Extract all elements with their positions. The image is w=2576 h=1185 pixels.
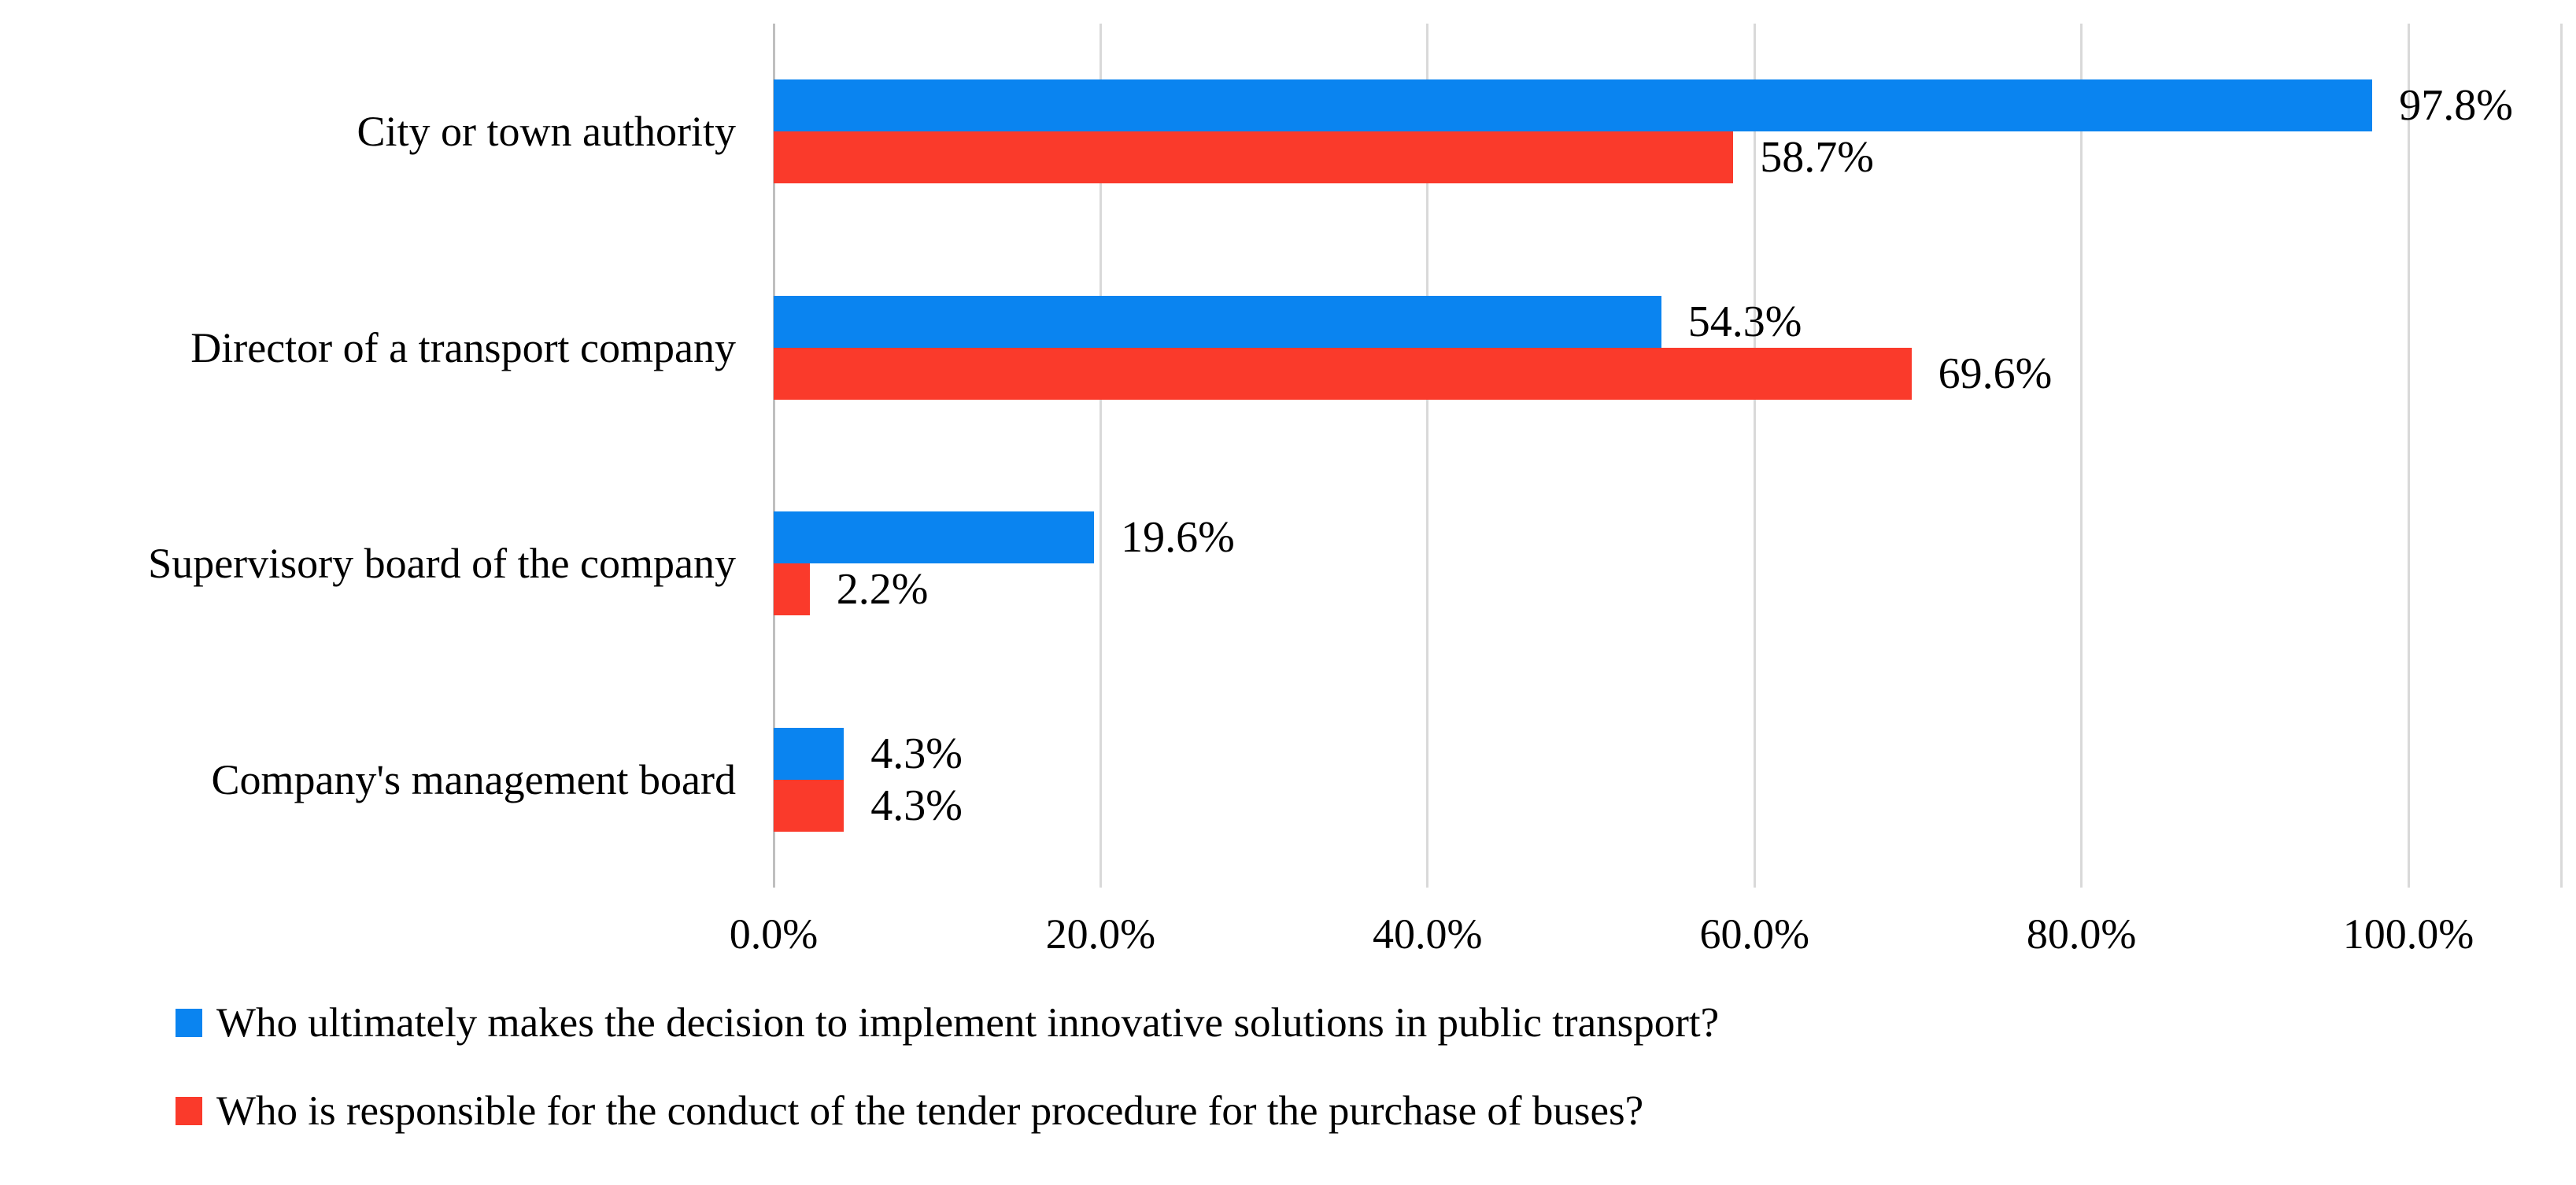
legend-swatch-red <box>176 1097 202 1125</box>
gridline <box>2080 24 2083 888</box>
category-label: Supervisory board of the company <box>148 540 736 588</box>
value-label: 4.3% <box>870 729 963 778</box>
value-label: 58.7% <box>1760 133 1874 183</box>
legend-item-decision: Who ultimately makes the decision to imp… <box>176 998 1719 1048</box>
category-axis: City or town authority Director of a tran… <box>0 0 736 911</box>
gridline <box>1426 24 1429 888</box>
bar-series0-group2 <box>774 511 1095 564</box>
bar-series1-group0 <box>774 131 1734 184</box>
legend-label-decision: Who ultimately makes the decision to imp… <box>216 1000 1720 1046</box>
x-tick-label: 60.0% <box>1699 910 1809 958</box>
bar-series0-group0 <box>774 79 2373 132</box>
bar-series1-group2 <box>774 563 810 616</box>
bar-series0-group3 <box>774 727 844 780</box>
legend-item-tender: Who is responsible for the conduct of th… <box>176 1086 1643 1136</box>
plot-area: 97.8% 54.3% 19.6% 4.3% 58.7% 69.6% 2.2% 4.3% <box>772 24 2563 888</box>
x-tick-label: 0.0% <box>729 910 819 958</box>
bar-series1-group1 <box>774 347 1912 400</box>
x-tick-label: 100.0% <box>2342 910 2474 958</box>
category-label: City or town authority <box>357 108 736 156</box>
legend: Who ultimately makes the decision to imp… <box>176 0 2576 1185</box>
x-tick-label: 20.0% <box>1045 910 1156 958</box>
category-label: Director of a transport company <box>190 323 736 371</box>
y-axis-line <box>772 24 775 888</box>
gridline <box>2407 24 2410 888</box>
legend-swatch-blue <box>176 1009 202 1037</box>
value-label: 2.2% <box>836 565 929 615</box>
category-label: Company's management board <box>211 755 736 803</box>
value-label: 97.8% <box>2399 81 2513 131</box>
gridline <box>1753 24 1756 888</box>
legend-label-tender: Who is responsible for the conduct of th… <box>216 1088 1644 1134</box>
gridline <box>1099 24 1102 888</box>
value-label: 4.3% <box>870 781 963 830</box>
value-label: 54.3% <box>1687 297 1802 346</box>
x-tick-label: 40.0% <box>1373 910 1483 958</box>
bar-series1-group3 <box>774 779 844 832</box>
value-label: 69.6% <box>1938 349 2053 398</box>
bar-series0-group1 <box>774 295 1661 348</box>
value-label: 19.6% <box>1121 513 1235 563</box>
x-tick-label: 80.0% <box>2026 910 2137 958</box>
